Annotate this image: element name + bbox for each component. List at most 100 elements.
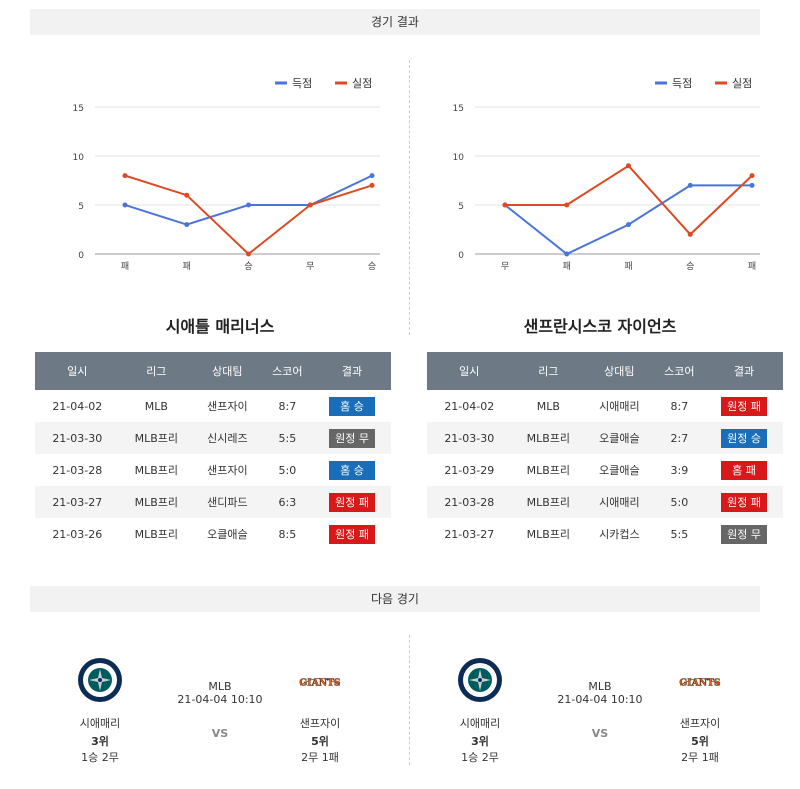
giants-logo-icon: GIANTS	[679, 677, 721, 688]
svg-text:GIANTS: GIANTS	[299, 677, 341, 688]
opponent-cell: 샌프자이	[207, 464, 248, 477]
score-cell: 8:7	[670, 399, 689, 413]
scored-point	[246, 202, 251, 208]
column-header: 결과	[705, 352, 783, 390]
mariners-logo-icon	[458, 658, 502, 702]
x-tick-label: 무	[306, 261, 314, 272]
result-cell: 홈 승	[313, 454, 391, 486]
team-title-left: 시애틀 매리너스	[165, 317, 275, 336]
opponent-cell: 샌프자이	[207, 400, 248, 413]
next-match-section-header: 다음 경기	[30, 586, 760, 612]
result-cell: 원정 무	[705, 518, 783, 550]
score-cell: 2:7	[653, 422, 706, 454]
date-cell: 21-04-02	[444, 399, 495, 413]
table-row: 21-03-27 MLB프리 시카컵스 5:5 원정 무	[427, 518, 783, 550]
x-tick-label: 패	[624, 261, 632, 272]
date-cell: 21-03-28	[427, 486, 512, 518]
y-tick-label: 5	[78, 202, 84, 212]
score-cell: 5:0	[653, 486, 706, 518]
score-cell: 5:5	[261, 422, 314, 454]
chart-divider	[409, 60, 410, 335]
home-team[interactable]: 시애매리 3위 1승 2무	[440, 650, 520, 765]
result-cell: 원정 패	[705, 486, 783, 518]
table-row: 21-03-29 MLB프리 오클애슬 3:9 홈 패	[427, 454, 783, 486]
date-cell: 21-04-02	[52, 399, 103, 413]
scored-point	[122, 202, 128, 208]
y-tick-label: 15	[73, 104, 84, 114]
result-badge: 홈 패	[721, 460, 768, 480]
score-cell: 8:5	[278, 527, 297, 541]
opponent-cell: 신시레즈	[193, 422, 262, 454]
recent-results-table-right: 일시 리그 상대팀 스코어 결과 21-04-02 MLB 시애매리 8:7 원정 패 21-03-…	[427, 352, 783, 550]
column-header: 리그	[511, 352, 586, 390]
column-header: 상대팀	[585, 352, 654, 390]
scored-point	[749, 182, 755, 188]
opponent-cell: 오클애슬	[207, 528, 248, 541]
league-cell: MLB프리	[526, 528, 571, 541]
date-cell: 21-03-29	[444, 463, 495, 477]
result-badge: 원정 무	[721, 524, 768, 544]
legend-scored-label: 득점	[292, 77, 312, 90]
date-cell: 21-03-28	[52, 463, 103, 477]
date-cell: 21-03-26	[52, 527, 103, 541]
away-team-name: 샌프자이	[679, 717, 721, 730]
x-tick-label: 승	[368, 261, 376, 272]
x-tick-label: 승	[244, 261, 252, 272]
away-team-rank: 5위	[311, 735, 329, 748]
svg-text:GIANTS: GIANTS	[679, 677, 721, 688]
league-cell: MLB프리	[511, 486, 586, 518]
column-header: 상대팀	[193, 352, 262, 390]
opponent-cell: 시애매리	[585, 486, 654, 518]
legend-scored-label: 득점	[672, 77, 692, 90]
result-badge: 홈 승	[329, 460, 376, 480]
x-tick-label: 무	[501, 261, 509, 272]
x-tick-label: 패	[121, 261, 129, 272]
column-header: 스코어	[261, 352, 314, 390]
conceded-point	[246, 251, 251, 257]
x-tick-label: 패	[563, 261, 571, 272]
opponent-cell: 샌디파드	[193, 486, 262, 518]
column-header: 일시	[427, 352, 512, 390]
column-header: 리그	[119, 352, 194, 390]
away-team[interactable]: GIANTS 샌프자이 5위 2무 1패	[280, 650, 360, 765]
scored-line	[124, 174, 373, 226]
mariners-logo-icon	[78, 658, 122, 702]
result-badge: 원정 패	[329, 524, 376, 544]
score-cell: 5:5	[670, 527, 689, 541]
chart-legend: 득점 실점	[275, 77, 372, 90]
recent-results-table-left: 일시 리그 상대팀 스코어 결과 21-04-02 MLB 샌프자이 8:7 홈 승 21-03-3…	[35, 352, 391, 550]
y-tick-label: 10	[73, 153, 85, 163]
result-cell: 원정 패	[705, 390, 783, 422]
away-team[interactable]: GIANTS 샌프자이 5위 2무 1패	[660, 650, 740, 765]
score-cell: 8:7	[278, 399, 297, 413]
home-team[interactable]: 시애매리 3위 1승 2무	[60, 650, 140, 765]
conceded-point	[122, 173, 128, 179]
table-row: 21-03-30 MLB프리 신시레즈 5:5 원정 무	[35, 422, 391, 454]
vs-label: VS	[211, 727, 229, 740]
home-team-rank: 3위	[471, 735, 489, 748]
score-line-chart-right: 득점 실점 15 10 5 0 무 패 패 승 패	[453, 77, 760, 272]
result-cell: 원정 무	[313, 422, 391, 454]
x-tick-label: 승	[686, 261, 694, 272]
table-row: 21-03-27 MLB프리 샌디파드 6:3 원정 패	[35, 486, 391, 518]
scored-point	[626, 222, 631, 228]
x-tick-label: 패	[748, 261, 756, 272]
away-team-record: 2무 1패	[301, 751, 339, 764]
conceded-point	[502, 202, 508, 208]
score-line-chart-left: 득점 실점 15 10 5 0 패 패 승 무 승	[73, 77, 380, 272]
y-tick-label: 0	[78, 251, 84, 261]
y-tick-label: 10	[453, 153, 465, 163]
next-match-card-left: 시애매리 3위 1승 2무 MLB 21-04-04 10:10 VS GIANTS 샌프자이…	[60, 650, 380, 764]
result-badge: 원정 무	[329, 428, 376, 448]
result-badge: 홈 승	[329, 396, 376, 416]
column-header: 스코어	[653, 352, 706, 390]
result-cell: 홈 승	[313, 390, 391, 422]
table-row: 21-03-26 MLB프리 오클애슬 8:5 원정 패	[35, 518, 391, 550]
conceded-point	[626, 163, 631, 169]
scored-point	[369, 173, 375, 179]
league-cell: MLB프리	[119, 486, 194, 518]
chart-legend: 득점 실점	[655, 77, 752, 90]
result-badge: 원정 패	[721, 492, 768, 512]
opponent-cell: 오클애슬	[585, 422, 654, 454]
conceded-point	[369, 182, 375, 188]
